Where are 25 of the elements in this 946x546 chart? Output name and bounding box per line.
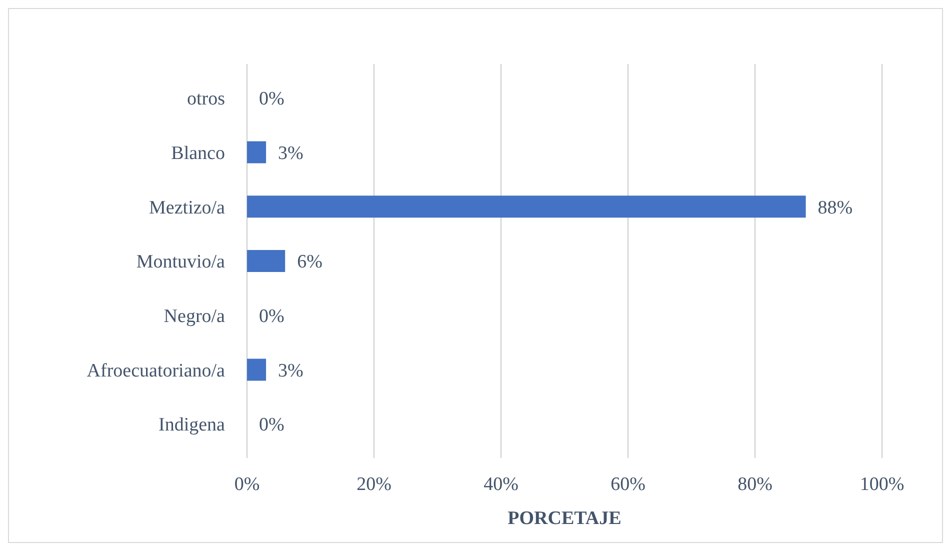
y-tick-label: Montuvio/a: [136, 252, 226, 273]
x-tick-label: 100%: [860, 474, 904, 495]
y-tick-label: Indigena: [158, 414, 226, 436]
x-tick-label: 0%: [234, 474, 260, 495]
data-label: 3%: [278, 360, 304, 382]
bar: [247, 196, 806, 218]
data-label: 6%: [297, 252, 323, 273]
bar: [247, 358, 266, 381]
bar: [247, 141, 266, 164]
y-tick-label: Negro/a: [164, 306, 226, 328]
data-label: 0%: [259, 306, 284, 328]
y-tick-label: otros: [187, 88, 225, 110]
data-label: 0%: [259, 88, 284, 110]
x-tick-label: 20%: [356, 474, 392, 495]
x-tick-label: 80%: [738, 474, 773, 495]
y-tick-label: Blanco: [171, 142, 225, 164]
y-tick-label: Afroecuatoriano/a: [86, 360, 226, 382]
x-tick-label: 60%: [610, 474, 646, 495]
x-tick-label: 40%: [484, 474, 519, 495]
x-axis-title: PORCETAJE: [508, 508, 622, 529]
data-label: 88%: [818, 197, 853, 218]
data-label: 3%: [278, 142, 304, 164]
bar: [247, 250, 286, 272]
data-label: 0%: [259, 414, 284, 436]
y-tick-label: Meztizo/a: [149, 197, 226, 218]
